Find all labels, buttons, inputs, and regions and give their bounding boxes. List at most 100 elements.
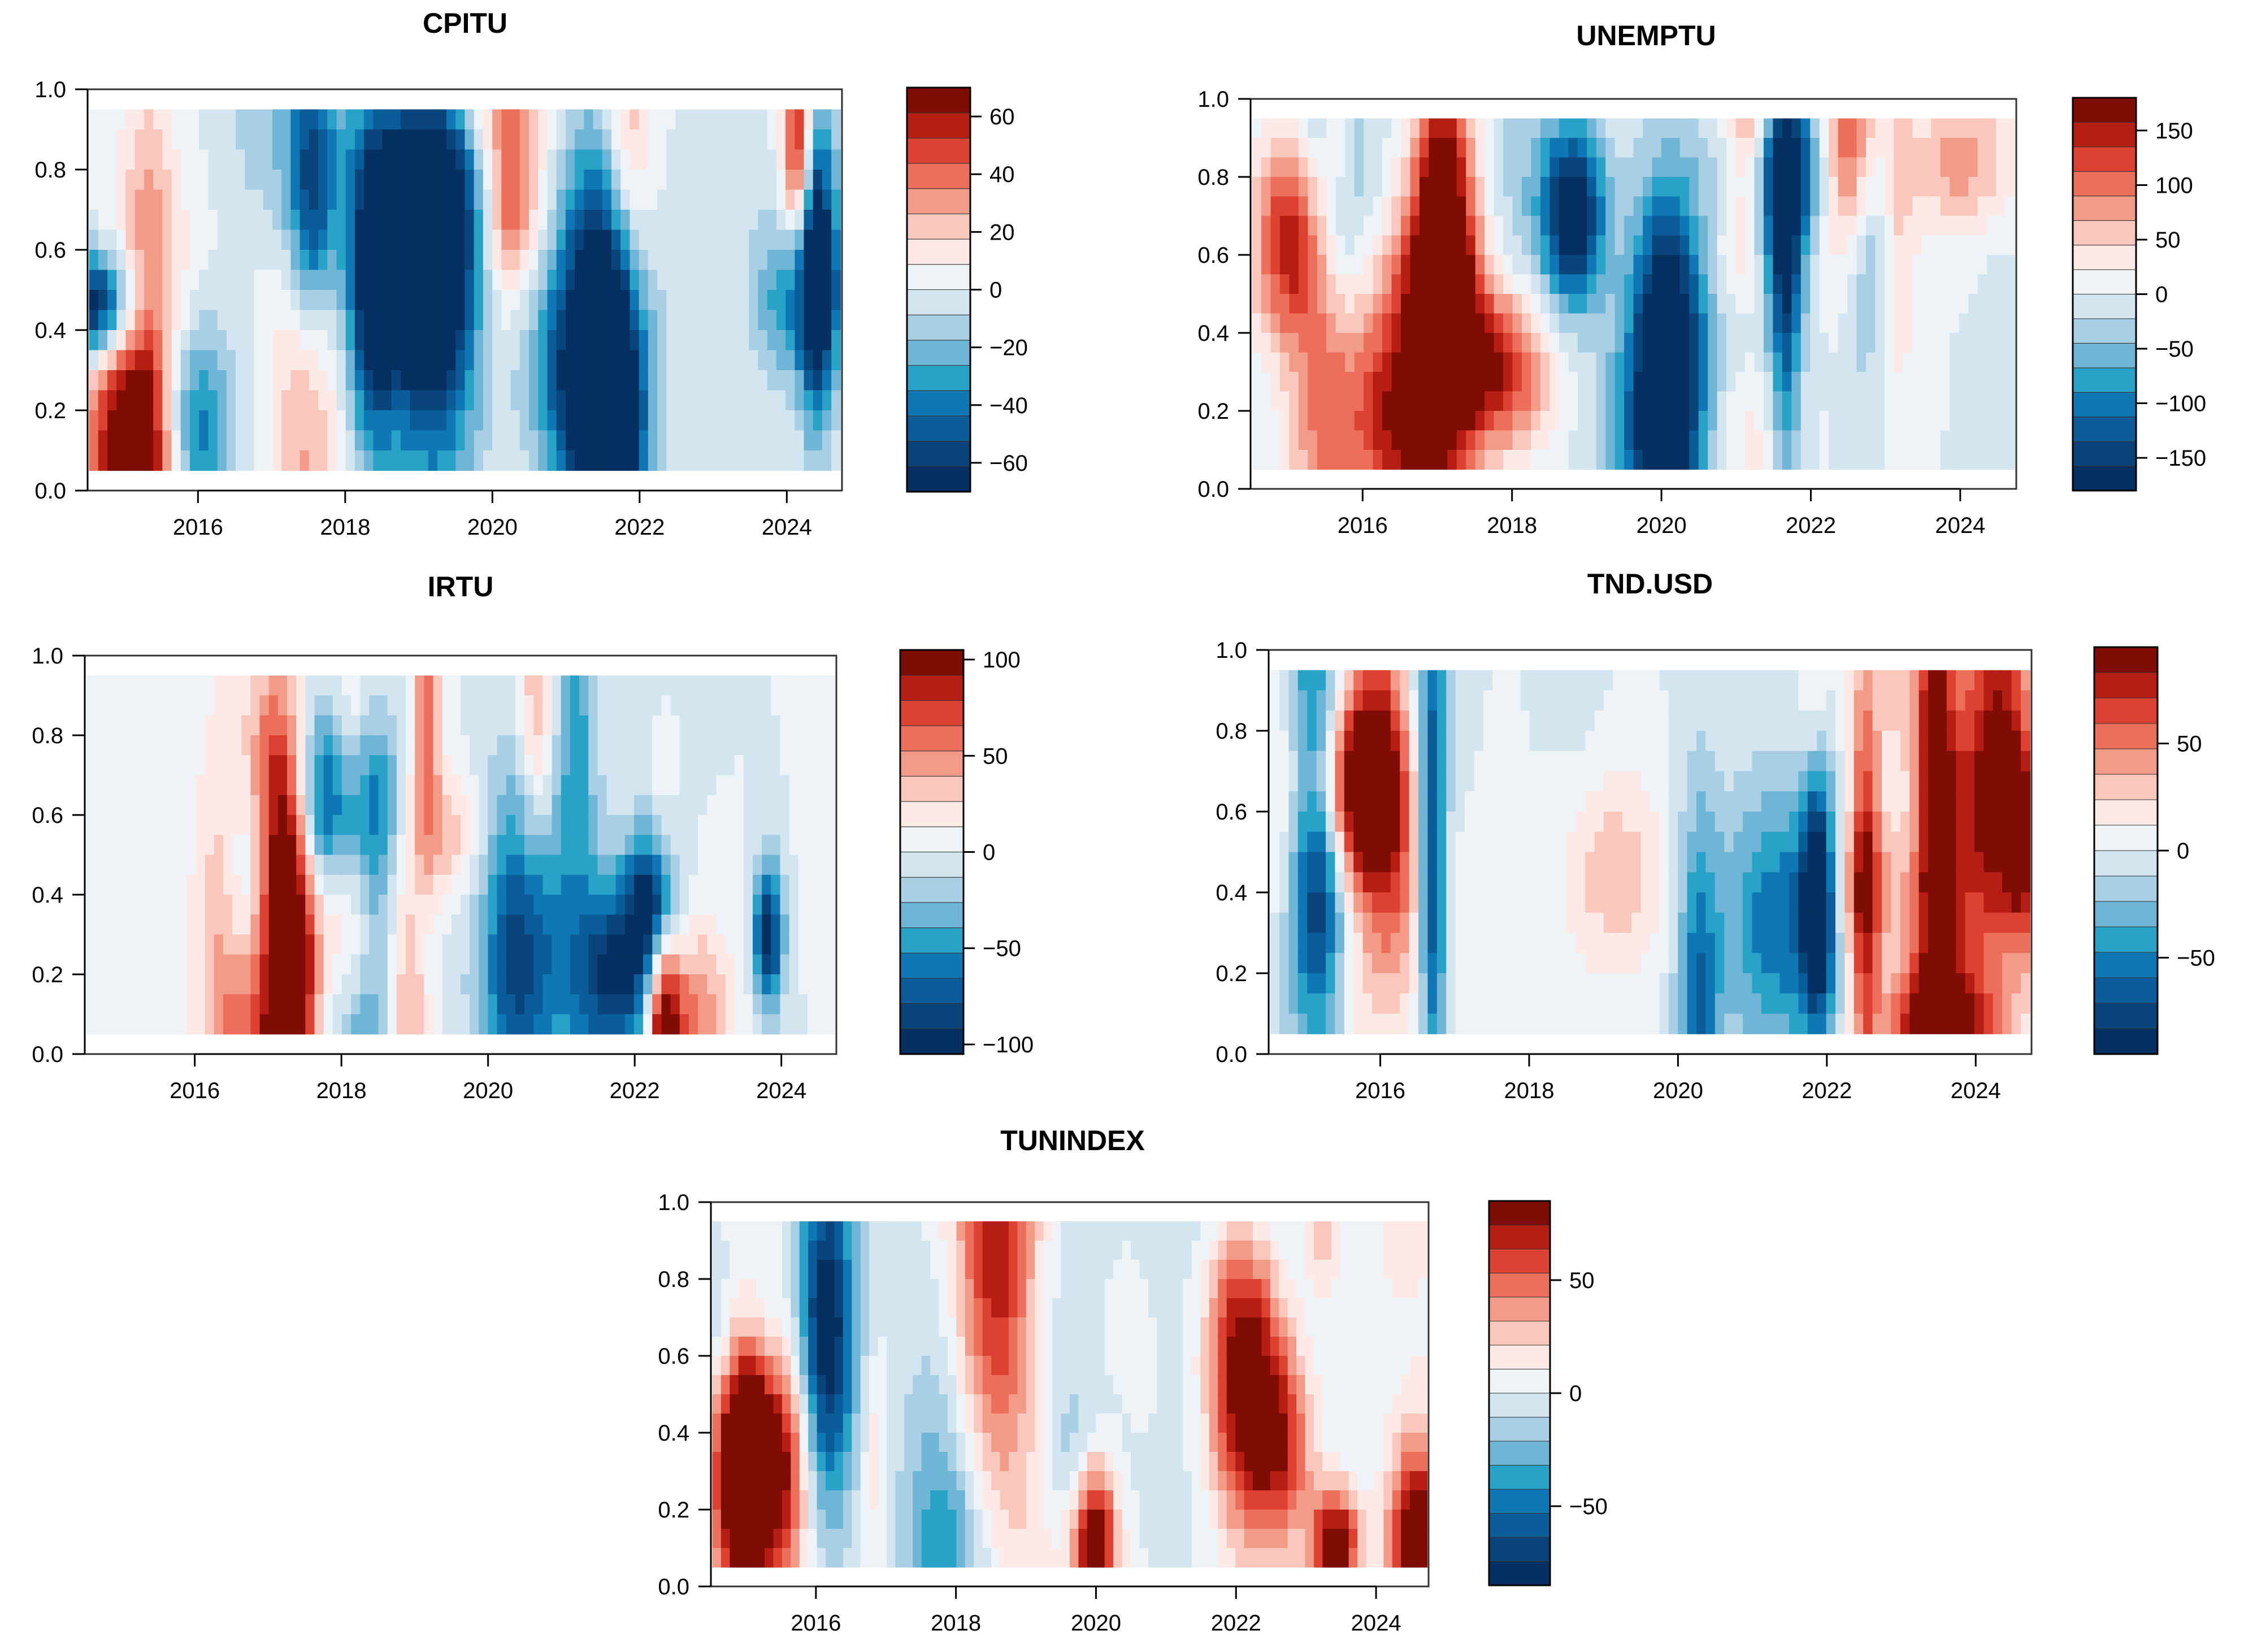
heatmap-cell (552, 715, 562, 736)
heatmap-cell (519, 170, 529, 190)
heatmap-cell (309, 189, 319, 210)
heatmap-cell (1344, 912, 1354, 934)
heatmap-cell (1503, 352, 1513, 372)
heatmap-cell (1288, 731, 1299, 752)
heatmap-cell (1344, 731, 1354, 752)
heatmap-cell (1894, 294, 1904, 314)
heatmap-cell (492, 229, 502, 250)
heatmap-cell (387, 735, 397, 756)
heatmap-cell (785, 430, 795, 451)
heatmap-cell (114, 735, 123, 756)
heatmap-cell (1372, 852, 1382, 873)
heatmap-cell (189, 330, 199, 351)
heatmap-cell (624, 675, 635, 696)
heatmap-cell (428, 129, 438, 150)
heatmap-cell (1345, 177, 1355, 197)
heatmap-cell (208, 149, 218, 170)
heatmap-cell (510, 450, 520, 471)
heatmap-cell (1400, 933, 1410, 953)
heatmap-cell (1977, 216, 1987, 236)
heatmap-cell (703, 170, 713, 190)
heatmap-cell (1624, 177, 1634, 197)
heatmap-cell (1270, 177, 1281, 197)
heatmap-cell (1763, 372, 1773, 392)
heatmap-cell (1996, 274, 2006, 294)
heatmap-cell (1345, 313, 1355, 333)
heatmap-cell (1587, 255, 1597, 275)
heatmap-cell (1894, 235, 1904, 255)
y-tick-label: 1.0 (34, 77, 66, 102)
heatmap-cell (1270, 710, 1280, 731)
heatmap-cell (497, 914, 507, 935)
heatmap-cell (223, 974, 233, 995)
heatmap-cell (767, 189, 777, 210)
heatmap-cell (1409, 751, 1419, 772)
heatmap-cell (483, 310, 493, 331)
heatmap-cell (652, 994, 662, 1015)
heatmap-cell (740, 370, 749, 391)
heatmap-cell (428, 310, 438, 331)
heatmap-cell (1977, 352, 1987, 372)
heatmap-cell (771, 934, 781, 955)
heatmap-cell (1372, 912, 1382, 934)
heatmap-cell (217, 189, 227, 210)
heatmap-cell (1903, 352, 1913, 372)
heatmap-cell (186, 775, 197, 796)
heatmap-cell (798, 895, 808, 915)
heatmap-cell (1596, 450, 1606, 470)
heatmap-cell (360, 954, 370, 975)
heatmap-cell (1391, 216, 1401, 236)
heatmap-cell (1390, 933, 1400, 953)
heatmap-cell (123, 695, 132, 716)
heatmap-cell (1382, 450, 1392, 470)
heatmap-cell (758, 390, 768, 411)
heatmap-cell (1418, 872, 1429, 893)
heatmap-cell (1614, 196, 1625, 216)
heatmap-cell (688, 874, 698, 895)
heatmap-cell (268, 895, 279, 915)
heatmap-cell (725, 675, 735, 696)
heatmap-cell (373, 270, 383, 290)
heatmap-cell (639, 229, 649, 250)
heatmap-cell (1689, 391, 1699, 411)
heatmap-cell (1297, 993, 1308, 1014)
heatmap-cell (725, 715, 735, 736)
heatmap-cell (1829, 352, 1839, 372)
heatmap-cell (1773, 352, 1783, 372)
heatmap-cell (125, 290, 136, 311)
heatmap-cell (602, 350, 612, 371)
heatmap-cell (1773, 391, 1783, 411)
heatmap-cell (1735, 372, 1746, 392)
heatmap-cell (1261, 157, 1271, 177)
heatmap-cell (633, 855, 644, 875)
heatmap-cell (584, 350, 594, 371)
heatmap-cell (1773, 274, 1783, 294)
heatmap-cell (305, 695, 315, 716)
heatmap-cell (675, 170, 685, 190)
heatmap-cell (1800, 313, 1811, 333)
heatmap-cell (132, 815, 142, 835)
heatmap-cell (1903, 391, 1913, 411)
heatmap-cell (332, 895, 342, 915)
heatmap-cell (1531, 177, 1541, 197)
heatmap-cell (1335, 892, 1345, 913)
heatmap-cell (807, 994, 817, 1015)
heatmap-cell (300, 430, 310, 451)
heatmap-cell (1466, 313, 1476, 333)
heatmap-cell (98, 109, 108, 130)
heatmap-cell (104, 775, 114, 796)
heatmap-cell (159, 815, 169, 835)
heatmap-cell (1475, 352, 1485, 372)
heatmap-cell (693, 270, 704, 290)
heatmap-cell (259, 775, 270, 796)
heatmap-cell (1512, 352, 1522, 372)
heatmap-cell (318, 149, 328, 170)
heatmap-cell (406, 1014, 415, 1035)
heatmap-cell (584, 290, 594, 311)
heatmap-cell (263, 250, 273, 271)
heatmap-cell (1362, 933, 1373, 953)
heatmap-cell (327, 109, 337, 130)
heatmap-cell (822, 229, 832, 250)
heatmap-cell (1633, 430, 1643, 450)
heatmap-cell (533, 715, 544, 736)
